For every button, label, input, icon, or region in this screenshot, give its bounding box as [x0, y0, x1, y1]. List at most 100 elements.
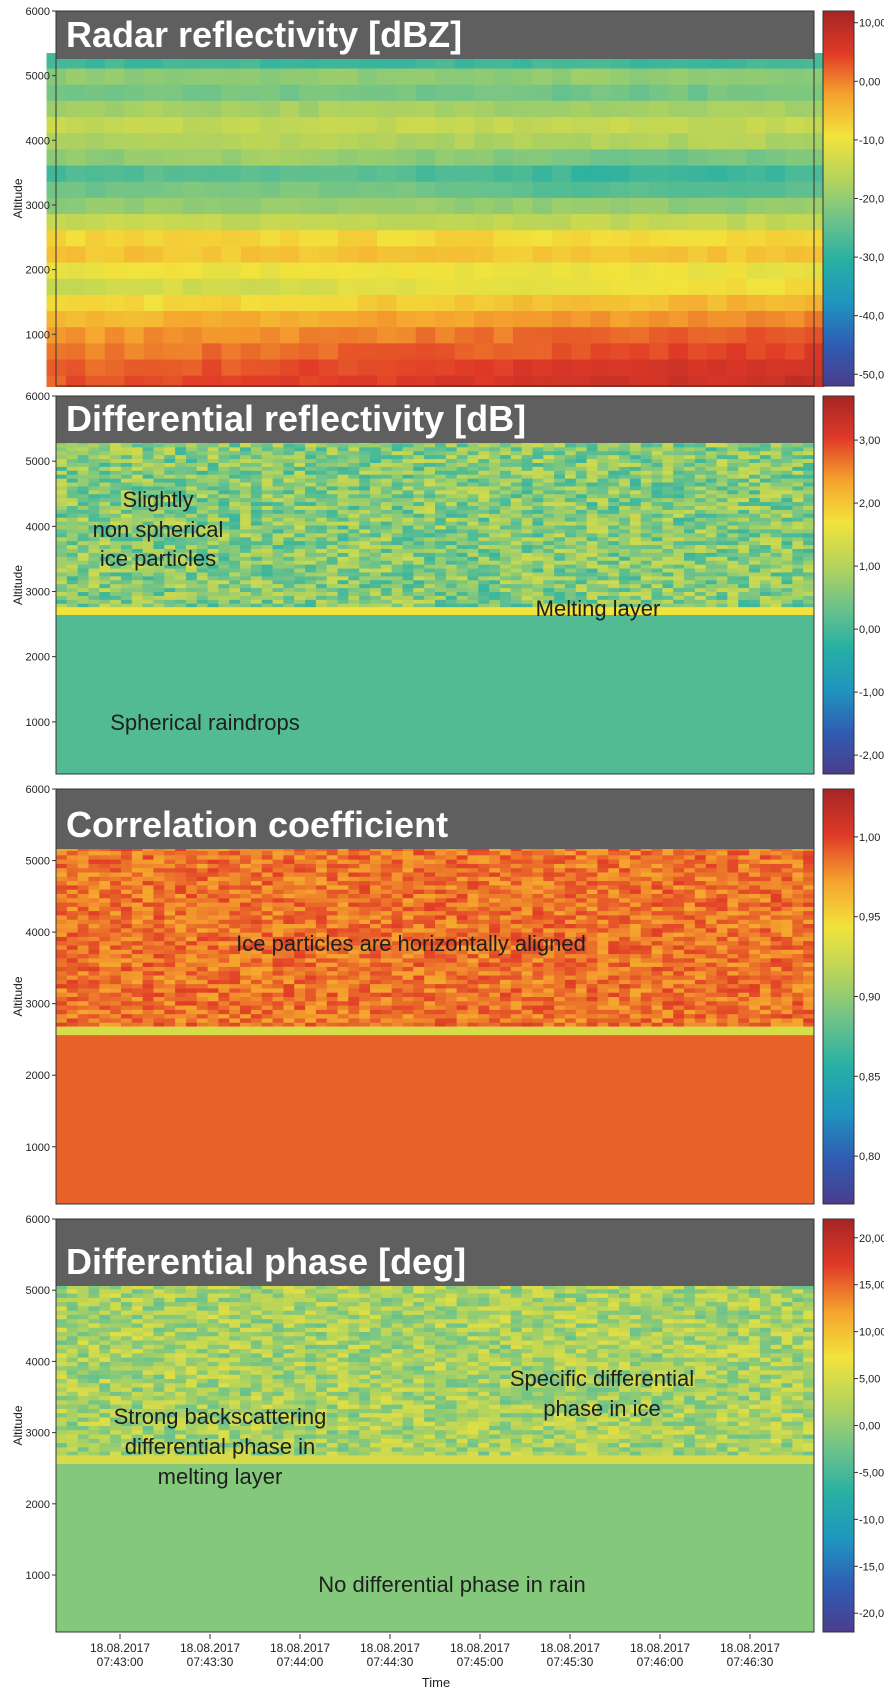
heatmap-cell	[717, 588, 728, 592]
heatmap-cell	[785, 181, 805, 198]
heatmap-cell	[338, 541, 349, 545]
heatmap-cell	[66, 181, 86, 198]
heatmap-cell	[392, 1014, 403, 1019]
heatmap-cell	[597, 509, 608, 513]
heatmap-cell	[597, 498, 608, 502]
heatmap-cell	[424, 443, 435, 447]
heatmap-cell	[630, 549, 641, 553]
heatmap-cell	[746, 148, 766, 165]
heatmap-cell	[88, 1022, 99, 1027]
heatmap-cell	[652, 502, 663, 506]
heatmap-cell	[294, 988, 305, 993]
heatmap-cell	[489, 979, 500, 984]
heatmap-cell	[294, 545, 305, 549]
heatmap-cell	[381, 975, 392, 980]
heatmap-cell	[377, 294, 397, 311]
heatmap-cell	[630, 459, 641, 463]
heatmap-cell	[153, 451, 164, 455]
heatmap-cell	[88, 1014, 99, 1019]
heatmap-cell	[591, 197, 611, 214]
heatmap-cell	[99, 455, 110, 459]
heatmap-cell	[348, 584, 359, 588]
heatmap-cell	[186, 474, 197, 478]
heatmap-cell	[305, 568, 316, 572]
heatmap-cell	[381, 992, 392, 997]
heatmap-cell	[597, 537, 608, 541]
heatmap-cell	[251, 474, 262, 478]
heatmap-cell	[760, 478, 771, 482]
heatmap-cell	[327, 599, 338, 603]
heatmap-cells	[47, 53, 825, 387]
heatmap-cell	[359, 443, 370, 447]
heatmap-cell	[446, 979, 457, 984]
heatmap-cell	[208, 490, 219, 494]
heatmap-cell	[175, 979, 186, 984]
heatmap-cell	[649, 197, 669, 214]
heatmap-cell	[695, 552, 706, 556]
heatmap-cell	[706, 1022, 717, 1027]
heatmap-cell	[186, 1018, 197, 1023]
heatmap-cell	[56, 1009, 67, 1014]
heatmap-cell	[392, 533, 403, 537]
heatmap-cell	[78, 505, 89, 509]
heatmap-cell	[571, 245, 591, 262]
heatmap-cell	[392, 580, 403, 584]
heatmap-cell	[467, 556, 478, 560]
heatmap-cell	[792, 603, 803, 607]
heatmap-cell	[67, 498, 78, 502]
heatmap-cell	[348, 966, 359, 971]
heatmap-cell	[229, 576, 240, 580]
heatmap-cell	[299, 278, 319, 295]
heatmap-cell	[99, 603, 110, 607]
heatmap-cell	[110, 595, 121, 599]
heatmap-cell	[88, 988, 99, 993]
heatmap-cell	[299, 181, 319, 198]
heatmap-cell	[240, 513, 251, 517]
heatmap-cell	[99, 595, 110, 599]
heatmap-cell	[532, 992, 543, 997]
heatmap-cell	[78, 1014, 89, 1019]
heatmap-cell	[446, 556, 457, 560]
heatmap-cell	[99, 966, 110, 971]
heatmap-cell	[327, 576, 338, 580]
heatmap-cell	[673, 984, 684, 989]
heatmap-cell	[489, 975, 500, 980]
heatmap-cell	[641, 533, 652, 537]
heatmap-cell	[543, 533, 554, 537]
heatmap-cell	[532, 100, 552, 117]
heatmap-cell	[183, 278, 203, 295]
heatmap-cell	[662, 537, 673, 541]
heatmap-cell	[738, 1009, 749, 1014]
heatmap-cell	[706, 545, 717, 549]
heatmap-cell	[240, 966, 251, 971]
heatmap-cell	[78, 599, 89, 603]
heatmap-cell	[403, 971, 414, 976]
heatmap-cell	[377, 100, 397, 117]
heatmap-cell	[532, 278, 552, 295]
heatmap-cell	[673, 568, 684, 572]
heatmap-cell	[327, 521, 338, 525]
heatmap-cell	[316, 552, 327, 556]
heatmap-cell	[552, 342, 572, 359]
heatmap-cell	[500, 459, 511, 463]
heatmap-cell	[262, 537, 273, 541]
heatmap-cell	[695, 997, 706, 1002]
heatmap-cell	[619, 482, 630, 486]
heatmap-cell	[110, 482, 121, 486]
heatmap-cell	[619, 459, 630, 463]
heatmap-cell	[707, 84, 727, 101]
heatmap-cell	[262, 462, 273, 466]
heatmap-cell	[370, 545, 381, 549]
heatmap-cell	[319, 148, 339, 165]
heatmap-cell	[218, 992, 229, 997]
heatmap-cell	[175, 462, 186, 466]
heatmap-cell	[500, 560, 511, 564]
heatmap-cell	[522, 517, 533, 521]
heatmap-cell	[785, 262, 805, 279]
heatmap-cell	[316, 529, 327, 533]
heatmap-cell	[591, 181, 611, 198]
heatmap-cell	[392, 988, 403, 993]
heatmap-cell	[662, 482, 673, 486]
heatmap-cell	[522, 509, 533, 513]
heatmap-cell	[727, 564, 738, 568]
